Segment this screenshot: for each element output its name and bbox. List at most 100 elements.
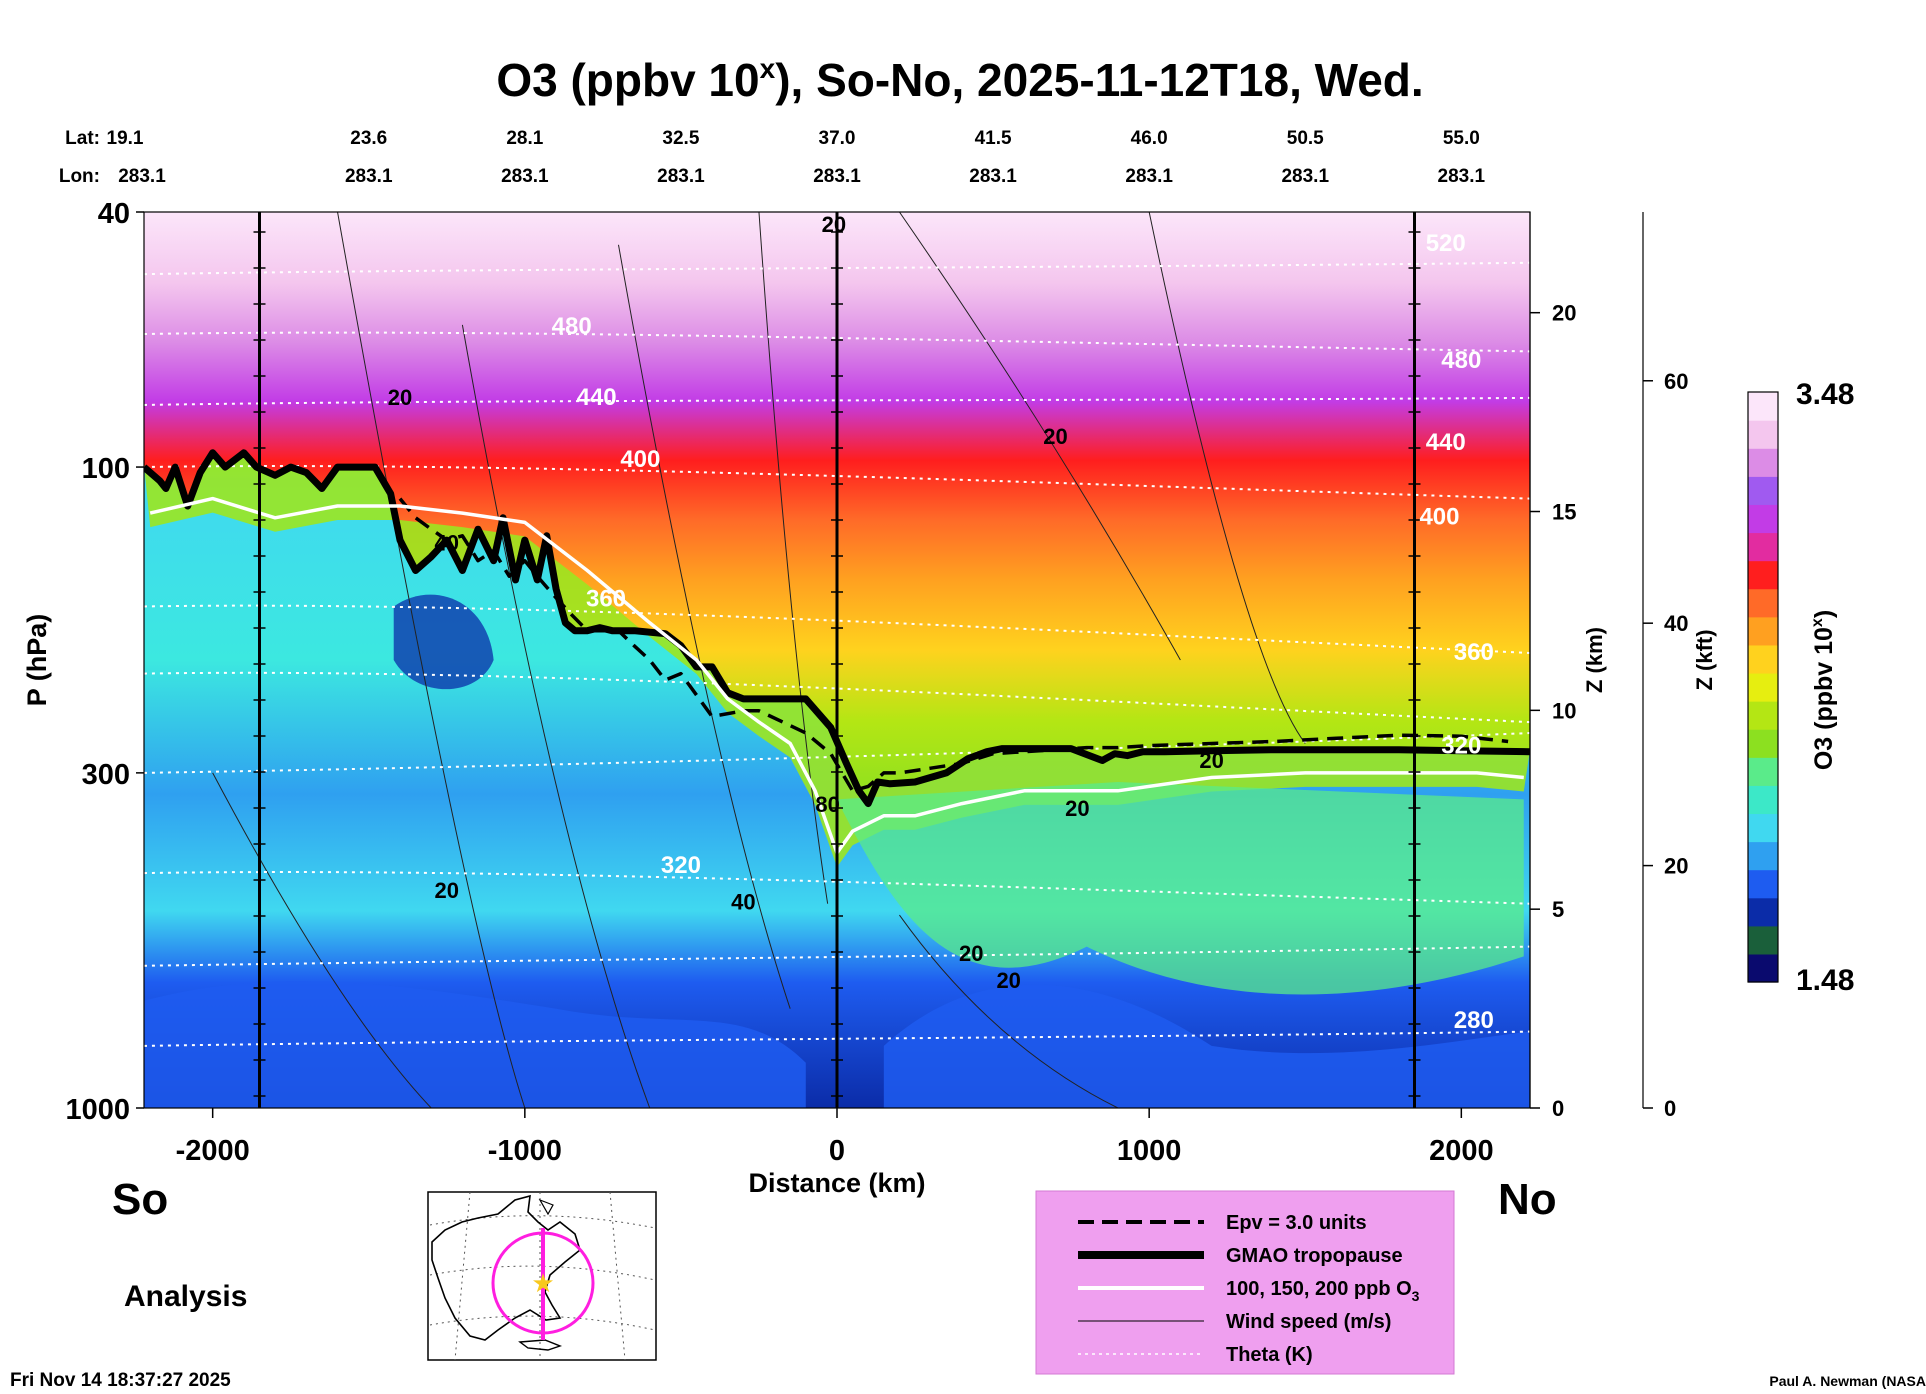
footer-credit: Paul A. Newman (NASA [1769, 1373, 1926, 1389]
theta-label: 480 [552, 313, 592, 340]
wind-speed-contours [212, 212, 1306, 1108]
lon-value: 283.1 [969, 166, 1017, 187]
lat-value: 23.6 [350, 128, 387, 149]
z-kft-tick-label: 0 [1664, 1096, 1676, 1121]
colorbar-min-label: 1.48 [1796, 964, 1854, 997]
contour-labels: 520 480 480 440 440 400 400 360 360 320 320 280 20 40… [388, 212, 1494, 1034]
colorbar-segment [1748, 757, 1778, 786]
legend-label: GMAO tropopause [1226, 1245, 1403, 1267]
z-km-axis-label: Z (km) [1582, 627, 1607, 693]
footer-timestamp: Fri Nov 14 18:37:27 2025 [10, 1370, 231, 1391]
colorbar-segment [1748, 729, 1778, 758]
theta-label: 320 [661, 852, 701, 879]
theta-line [144, 1030, 1530, 1047]
wind-label: 40 [731, 889, 755, 914]
wind-label: 20 [1043, 424, 1067, 449]
lat-value: 41.5 [975, 128, 1012, 149]
theta-label: 440 [577, 384, 617, 411]
x-axis-label: Distance (km) [748, 1168, 925, 1198]
blue-blob [393, 594, 494, 690]
x-tick-label: 1000 [1117, 1135, 1182, 1167]
lon-value: 283.1 [118, 166, 166, 187]
south-label: So [112, 1175, 168, 1224]
theta-line [144, 331, 1530, 353]
y-axis: 40 100 300 1000 [65, 198, 144, 1126]
theta-label: 320 [1441, 733, 1481, 760]
z-km-axis: 0 5 10 15 20 [1529, 212, 1576, 1121]
z-kft-tick-label: 60 [1664, 369, 1688, 394]
z-km-tick-label: 10 [1552, 698, 1576, 723]
lon-value: 283.1 [345, 166, 393, 187]
wind-label: 20 [959, 941, 983, 966]
wind-label: 20 [996, 968, 1020, 993]
wind-contour [899, 212, 1181, 661]
wind-label: 20 [1065, 796, 1089, 821]
chart-title: O3 (ppbv 10x), So-No, 2025-11-12T18, Wed… [496, 53, 1423, 106]
colorbar-segment [1748, 448, 1778, 477]
x-tick-label: 0 [829, 1135, 845, 1167]
lat-value: 55.0 [1443, 128, 1480, 149]
map-star-icon: ★ [531, 1268, 554, 1298]
colorbar-segment [1748, 476, 1778, 505]
lat-value: 46.0 [1131, 128, 1168, 149]
wind-contour [461, 324, 651, 1108]
blue-blob [144, 981, 806, 1108]
theta-line [144, 671, 1530, 724]
z-km-tick-label: 0 [1552, 1096, 1564, 1121]
z-km-tick-label: 20 [1552, 301, 1576, 326]
lon-label: Lon: [59, 166, 100, 187]
blue-blob [883, 984, 1530, 1108]
colorbar-segment [1748, 644, 1778, 674]
colorbar-segment [1748, 532, 1778, 562]
ozone-contour-line [149, 496, 1524, 855]
wind-contour [212, 772, 432, 1108]
vertical-lines [253, 212, 1421, 1108]
wind-label: 80 [815, 792, 839, 817]
lat-label: Lat: [65, 128, 100, 149]
y-tick-label: 1000 [65, 1094, 130, 1126]
colorbar-segment [1748, 953, 1778, 983]
series-lines [144, 449, 1530, 855]
colorbar-segment [1748, 392, 1778, 421]
colorbar-segment [1748, 841, 1778, 871]
legend-label: 100, 150, 200 ppb O3 [1226, 1278, 1420, 1304]
wind-label: 20 [822, 212, 846, 237]
epv-line [398, 497, 1509, 793]
north-label: No [1498, 1175, 1557, 1224]
colorbar-segment [1748, 504, 1778, 534]
x-tick-label: 2000 [1429, 1135, 1494, 1167]
coastline [431, 1194, 581, 1341]
theta-label: 480 [1441, 347, 1481, 374]
analysis-label: Analysis [124, 1280, 247, 1313]
colorbar-segment [1748, 785, 1778, 815]
colorbar-segment [1748, 869, 1778, 899]
theta-line [144, 261, 1530, 276]
wind-label: 20 [1199, 748, 1223, 773]
legend-label: Theta (K) [1226, 1344, 1313, 1366]
colorbar-segment [1748, 925, 1778, 955]
lat-value: 28.1 [506, 128, 543, 149]
theta-label: 360 [586, 585, 626, 612]
x-tick-label: -1000 [488, 1135, 562, 1167]
y-tick-label: 300 [82, 759, 130, 791]
theta-label: 400 [620, 446, 660, 473]
wind-contour [1148, 212, 1306, 744]
ozone-field: 520 480 480 440 440 400 400 360 360 320 320 280 20 40… [144, 212, 1530, 1108]
theta-label: 520 [1426, 230, 1466, 257]
z-km-tick-label: 15 [1552, 500, 1576, 525]
theta-line [144, 871, 1530, 905]
colorbar-segment [1748, 616, 1778, 646]
z-kft-tick-label: 40 [1664, 611, 1688, 636]
theta-label: 360 [1454, 639, 1494, 666]
colorbar [1747, 391, 1779, 983]
theta-line [144, 396, 1530, 406]
lon-value: 283.1 [1125, 166, 1173, 187]
lon-value: 283.1 [657, 166, 705, 187]
colorbar-segment [1748, 701, 1778, 730]
wind-contour [758, 212, 829, 904]
lon-value: 283.1 [1438, 166, 1486, 187]
z-km-tick-label: 5 [1552, 897, 1564, 922]
lat-lon-header: 19.1 283.1 23.6 283.1 28.1 283.1 32.5 283.1 37.0… [107, 128, 1486, 187]
colorbar-segment [1748, 897, 1778, 927]
